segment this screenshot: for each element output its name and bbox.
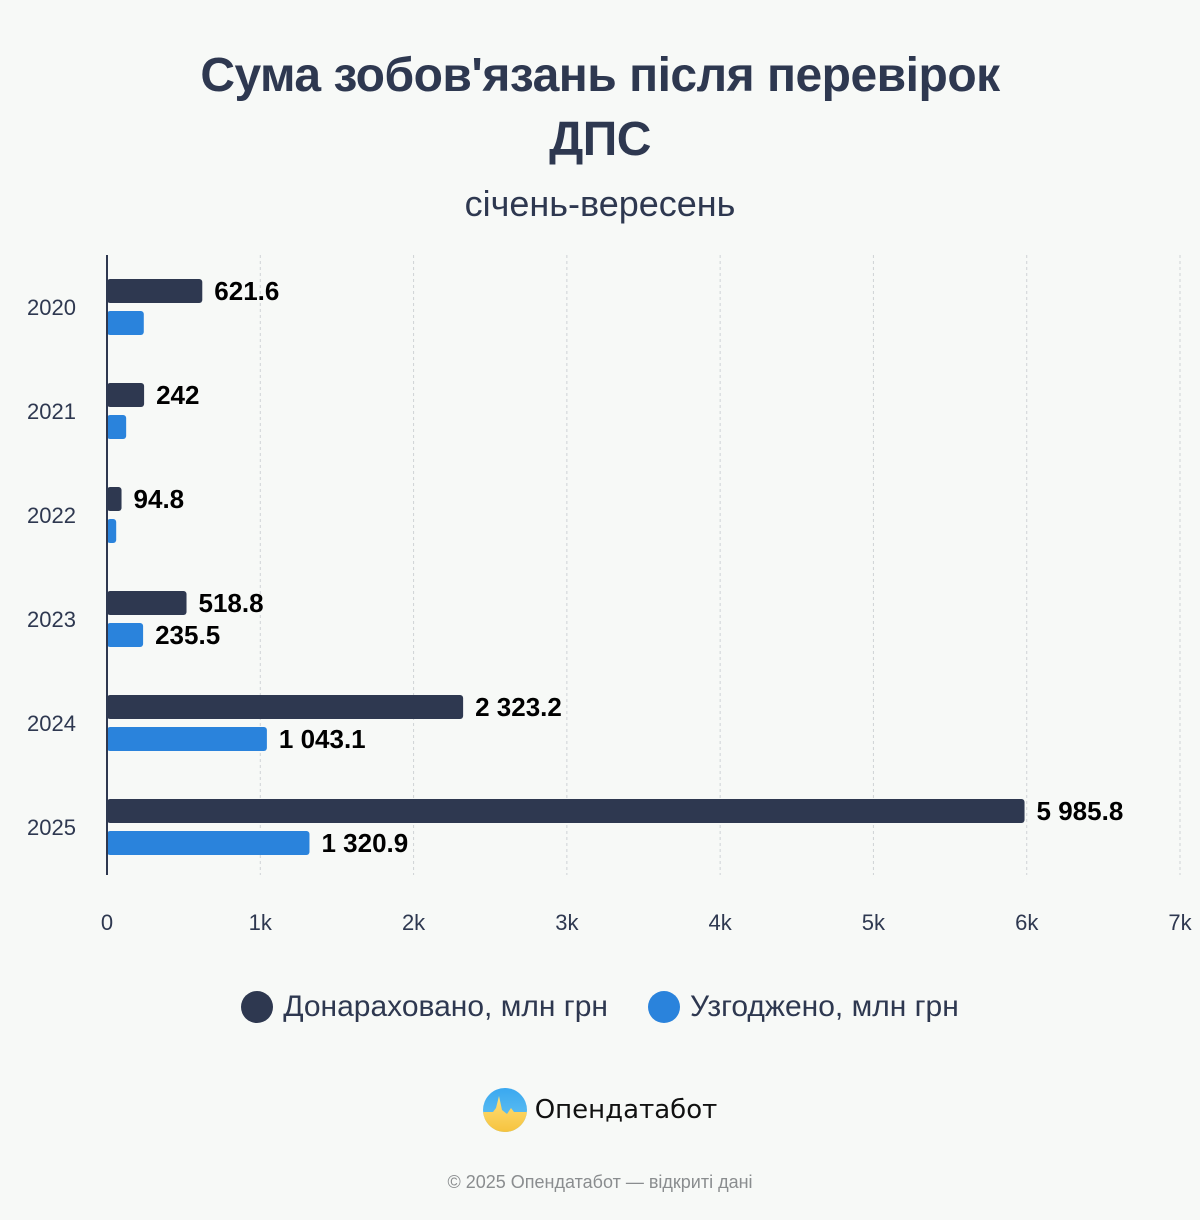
bar-uzgodzheno[interactable] [107, 623, 144, 647]
x-tick-label: 6k [1015, 910, 1039, 935]
bar-donarakhovano[interactable] [107, 383, 145, 407]
data-label: 5 985.8 [1037, 796, 1124, 826]
x-tick-label: 4k [709, 910, 733, 935]
bar-donarakhovano[interactable] [107, 279, 203, 303]
bar-uzgodzheno[interactable] [107, 415, 127, 439]
x-tick-label: 5k [862, 910, 886, 935]
x-axis-tick-labels: 0 1k 2k 3k 4k 5k 6k 7k [101, 910, 1193, 935]
y-category-label: 2021 [27, 399, 76, 424]
x-tick-label: 7k [1168, 910, 1192, 935]
brand: Опендатабот [0, 1088, 1200, 1132]
y-category-label: 2025 [27, 815, 76, 840]
legend-label: Донараховано, млн грн [283, 990, 608, 1023]
legend: Донараховано, млн грн Узгоджено, млн грн [0, 990, 1200, 1024]
bar-donarakhovano[interactable] [107, 799, 1025, 823]
data-label: 1 320.9 [321, 828, 408, 858]
y-category-label: 2024 [27, 711, 76, 736]
data-label: 1 043.1 [279, 724, 366, 754]
x-tick-label: 0 [101, 910, 113, 935]
legend-dot-icon [241, 991, 274, 1023]
footer-copyright: © 2025 Опендатабот — відкриті дані [447, 1172, 753, 1192]
data-label: 2 323.2 [475, 692, 562, 722]
y-category-label: 2023 [27, 607, 76, 632]
legend-item-uzgodzheno[interactable]: Узгоджено, млн грн [647, 990, 959, 1024]
chart-title-line-2: ДПС [549, 113, 651, 166]
data-label: 621.6 [214, 276, 279, 306]
brand-name: Опендатабот [534, 1095, 718, 1125]
x-tick-label: 2k [402, 910, 426, 935]
bar-uzgodzheno[interactable] [107, 831, 310, 855]
legend-dot-icon [647, 991, 680, 1023]
y-axis-labels: 2020 2021 2022 2023 2024 2025 [27, 295, 76, 840]
data-label: 518.8 [199, 588, 264, 618]
legend-label: Узгоджено, млн грн [689, 990, 959, 1023]
bar-donarakhovano[interactable] [107, 695, 464, 719]
chart-subtitle: січень-вересень [464, 183, 736, 224]
bar-donarakhovano[interactable] [107, 591, 187, 615]
bar-uzgodzheno[interactable] [107, 311, 144, 335]
legend-item-donarakhovano[interactable]: Донараховано, млн грн [241, 990, 608, 1024]
y-category-label: 2022 [27, 503, 76, 528]
chart-title-line-1: Сума зобов'язань після перевірок [200, 49, 1000, 102]
y-category-label: 2020 [27, 295, 76, 320]
chart-title: Сума зобов'язань після перевірок ДПС [0, 44, 1200, 172]
opendatabot-logo-icon [482, 1088, 527, 1132]
bar-uzgodzheno[interactable] [107, 727, 267, 751]
data-label: 235.5 [155, 620, 220, 650]
x-tick-label: 1k [249, 910, 273, 935]
bar-donarakhovano[interactable] [107, 487, 122, 511]
gridlines [259, 255, 1181, 875]
data-label: 242 [156, 380, 199, 410]
bar-uzgodzheno[interactable] [107, 519, 117, 543]
x-tick-label: 3k [555, 910, 579, 935]
data-label: 94.8 [134, 484, 185, 514]
bars [107, 279, 1025, 855]
